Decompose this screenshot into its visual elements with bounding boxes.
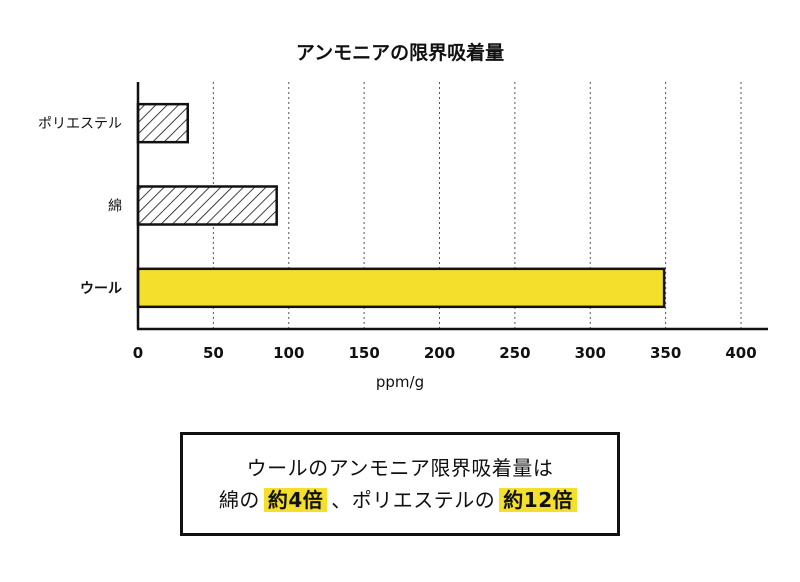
highlight-polyester-ratio: 約12倍 xyxy=(499,488,578,512)
bars xyxy=(136,102,666,309)
bar xyxy=(136,102,189,144)
category-label: ポリエステル xyxy=(38,116,122,132)
x-tick-label: 400 xyxy=(725,344,756,362)
chart-title: アンモニアの限界吸着量 xyxy=(296,41,504,64)
x-axis-label: ppm/g xyxy=(376,373,424,391)
x-tick-label: 350 xyxy=(650,344,681,362)
axes xyxy=(136,82,768,331)
x-tick-label: 50 xyxy=(203,344,224,362)
summary-line-1: ウールのアンモニア限界吸着量は xyxy=(247,452,554,484)
x-tick-label: 100 xyxy=(273,344,304,362)
bar-chart: アンモニアの限界吸着量 0 50 100 150 200 250 300 350 400 ポリエ… xyxy=(38,41,768,391)
category-label: 綿 xyxy=(108,199,122,215)
x-tick-labels: 0 50 100 150 200 250 300 350 400 xyxy=(133,344,757,362)
bar xyxy=(136,267,666,309)
highlight-cotton-ratio: 約4倍 xyxy=(263,488,328,512)
x-tick-label: 0 xyxy=(133,344,143,362)
summary-box: ウールのアンモニア限界吸着量は 綿の 約4倍 、ポリエステルの 約12倍 xyxy=(180,432,620,536)
x-tick-label: 250 xyxy=(499,344,530,362)
x-tick-label: 200 xyxy=(424,344,455,362)
summary-text-2b: 、ポリエステルの xyxy=(331,488,496,512)
x-tick-label: 150 xyxy=(348,344,379,362)
bar xyxy=(136,185,278,226)
category-label: ウール xyxy=(80,281,122,297)
summary-text-1: ウールのアンモニア限界吸着量は xyxy=(246,456,554,480)
x-tick-label: 300 xyxy=(575,344,606,362)
summary-line-2: 綿の 約4倍 、ポリエステルの 約12倍 xyxy=(219,484,581,516)
summary-text-2a: 綿の xyxy=(218,488,260,512)
